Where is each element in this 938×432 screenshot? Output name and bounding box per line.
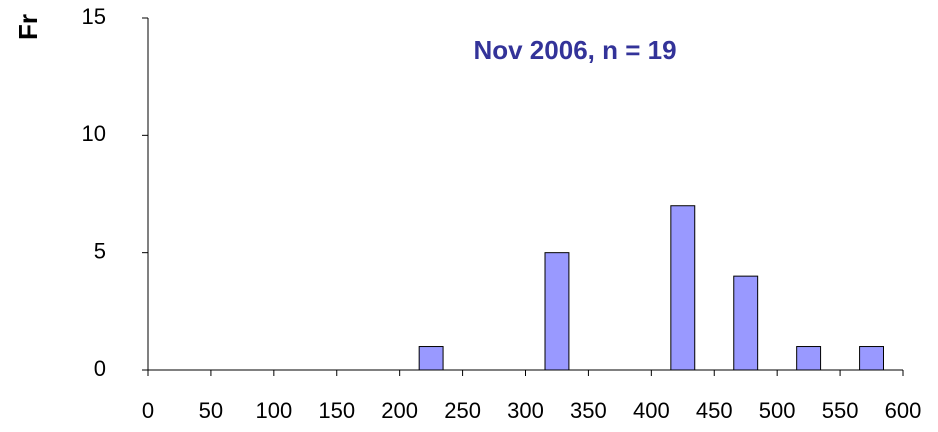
bar: [418, 346, 444, 371]
bar: [733, 275, 759, 371]
x-tick-label: 100: [255, 398, 292, 423]
x-tick-label: 250: [444, 398, 481, 423]
x-tick-label: 300: [507, 398, 544, 423]
y-tick-label: 15: [82, 4, 106, 29]
y-tick-label: 0: [94, 356, 106, 381]
x-tick-label: 450: [696, 398, 733, 423]
x-tick-label: 0: [142, 398, 154, 423]
x-tick-label: 150: [318, 398, 355, 423]
bar: [544, 252, 570, 371]
y-tick-label: 5: [94, 238, 106, 263]
x-tick-label: 400: [633, 398, 670, 423]
y-axis-label: Fr: [13, 14, 43, 40]
x-tick-label: 550: [822, 398, 859, 423]
bar: [796, 346, 822, 371]
y-tick-label: 10: [82, 121, 106, 146]
x-tick-label: 500: [759, 398, 796, 423]
x-tick-label: 600: [885, 398, 922, 423]
x-tick-label: 50: [199, 398, 223, 423]
bar: [670, 205, 696, 371]
chart-title: Nov 2006, n = 19: [473, 35, 676, 65]
x-tick-label: 200: [381, 398, 418, 423]
bar: [859, 346, 884, 371]
x-tick-label: 350: [570, 398, 607, 423]
